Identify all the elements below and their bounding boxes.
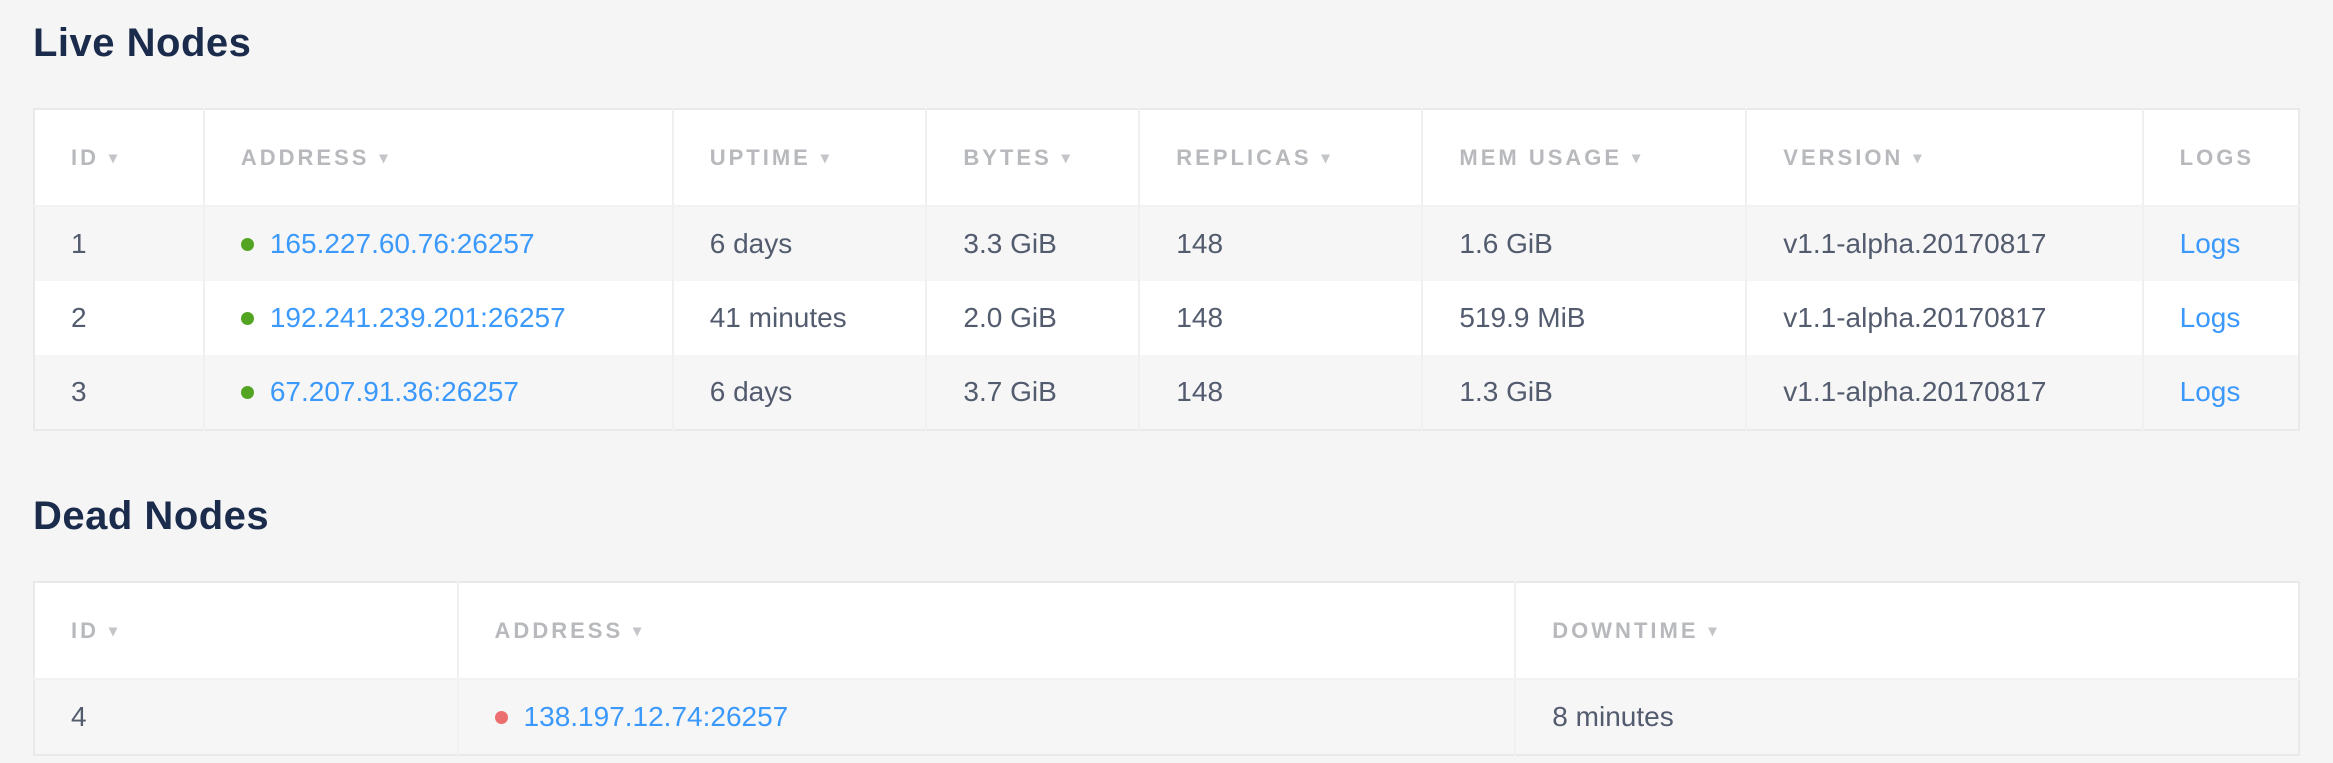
cell-downtime: 8 minutes — [1515, 679, 2299, 755]
live-status-dot-icon — [240, 238, 254, 251]
logs-link[interactable]: Logs — [2179, 302, 2241, 333]
cell-id: 4 — [34, 679, 459, 755]
sort-arrow-icon: ▾ — [1061, 149, 1073, 167]
sort-arrow-icon: ▾ — [633, 622, 645, 640]
column-label: DOWNTIME — [1552, 617, 1699, 643]
column-label: LOGS — [2179, 144, 2254, 170]
sort-arrow-icon: ▾ — [379, 149, 391, 167]
table-row: 3 67.207.91.36:26257 6 days 3.7 GiB 148 1.3 G… — [34, 355, 2299, 430]
table-row: 4 138.197.12.74:26257 8 minutes — [34, 679, 2299, 755]
column-label: VERSION — [1783, 144, 1904, 170]
cell-address: 165.227.60.76:26257 — [203, 206, 674, 281]
column-header-replicas[interactable]: REPLICAS ▾ — [1139, 109, 1424, 207]
cell-id: 1 — [34, 206, 205, 281]
cell-uptime: 6 days — [672, 355, 928, 430]
cell-id: 3 — [34, 355, 205, 430]
sort-arrow-icon: ▾ — [109, 622, 121, 640]
column-header-downtime[interactable]: DOWNTIME ▾ — [1515, 582, 2299, 680]
table-row: 1 165.227.60.76:26257 6 days 3.3 GiB 148 1.6 … — [34, 206, 2299, 281]
column-label: MEM USAGE — [1459, 144, 1623, 170]
cell-address: 138.197.12.74:26257 — [457, 679, 1517, 755]
live-nodes-title: Live Nodes — [33, 21, 252, 65]
dead-nodes-table: ID ▾ ADDRESS ▾ DOWNTIME ▾ 4 138.197.12.74:26257… — [33, 581, 2300, 756]
column-header-bytes[interactable]: BYTES ▾ — [926, 109, 1141, 207]
column-label: ADDRESS — [494, 617, 624, 643]
cell-version: v1.1-alpha.20170817 — [1746, 281, 2144, 355]
header-row: ID ▾ ADDRESS ▾ UPTIME ▾ BYTES ▾ REPLICAS ▾ MEM USA… — [34, 109, 2299, 207]
column-header-version[interactable]: VERSION ▾ — [1746, 109, 2144, 207]
column-label: ID — [71, 144, 99, 170]
node-address-link[interactable]: 67.207.91.36:26257 — [269, 376, 519, 407]
column-header-id[interactable]: ID ▾ — [34, 109, 205, 207]
column-header-uptime[interactable]: UPTIME ▾ — [672, 109, 928, 207]
live-status-dot-icon — [240, 312, 254, 325]
column-header-address[interactable]: ADDRESS ▾ — [203, 109, 674, 207]
dead-nodes-title: Dead Nodes — [33, 494, 270, 538]
cell-replicas: 148 — [1139, 206, 1424, 281]
cell-mem_usage: 1.6 GiB — [1422, 206, 1748, 281]
column-label: ID — [71, 617, 99, 643]
dead-status-dot-icon — [494, 711, 508, 724]
column-header-mem_usage[interactable]: MEM USAGE ▾ — [1422, 109, 1748, 207]
sort-arrow-icon: ▾ — [1632, 149, 1644, 167]
cell-replicas: 148 — [1139, 281, 1424, 355]
column-header-id[interactable]: ID ▾ — [34, 582, 459, 680]
logs-link[interactable]: Logs — [2179, 376, 2241, 407]
cell-uptime: 41 minutes — [672, 281, 928, 355]
sort-arrow-icon: ▾ — [1913, 149, 1925, 167]
sort-arrow-icon: ▾ — [820, 149, 832, 167]
cell-bytes: 3.3 GiB — [926, 206, 1141, 281]
node-address-link[interactable]: 192.241.239.201:26257 — [269, 302, 566, 333]
node-address-link[interactable]: 138.197.12.74:26257 — [523, 701, 789, 732]
column-label: REPLICAS — [1176, 144, 1312, 170]
cell-bytes: 2.0 GiB — [926, 281, 1141, 355]
cell-mem_usage: 519.9 MiB — [1422, 281, 1748, 355]
cell-address: 67.207.91.36:26257 — [203, 355, 674, 430]
cell-uptime: 6 days — [672, 206, 928, 281]
header-row: ID ▾ ADDRESS ▾ DOWNTIME ▾ — [34, 582, 2299, 680]
cell-bytes: 3.7 GiB — [926, 355, 1141, 430]
node-address-link[interactable]: 165.227.60.76:26257 — [269, 228, 535, 259]
column-header-logs: LOGS — [2142, 109, 2299, 207]
cell-logs: Logs — [2142, 355, 2299, 430]
column-header-address[interactable]: ADDRESS ▾ — [457, 582, 1517, 680]
cell-logs: Logs — [2142, 281, 2299, 355]
column-label: UPTIME — [709, 144, 811, 170]
cell-logs: Logs — [2142, 206, 2299, 281]
logs-link[interactable]: Logs — [2179, 228, 2241, 259]
sort-arrow-icon: ▾ — [109, 149, 121, 167]
cell-version: v1.1-alpha.20170817 — [1746, 206, 2144, 281]
cell-version: v1.1-alpha.20170817 — [1746, 355, 2144, 430]
live-nodes-section: Live Nodes ID ▾ ADDRESS ▾ UPTIME ▾ BYTES ▾ REPLI… — [33, 0, 2300, 431]
column-label: ADDRESS — [240, 144, 370, 170]
sort-arrow-icon: ▾ — [1708, 622, 1720, 640]
sort-arrow-icon: ▾ — [1321, 149, 1333, 167]
cell-address: 192.241.239.201:26257 — [203, 281, 674, 355]
table-row: 2 192.241.239.201:26257 41 minutes 2.0 GiB 1… — [34, 281, 2299, 355]
dead-nodes-section: Dead Nodes ID ▾ ADDRESS ▾ DOWNTIME ▾ 4 138.197.… — [33, 493, 2300, 756]
live-status-dot-icon — [240, 386, 254, 399]
cell-mem_usage: 1.3 GiB — [1422, 355, 1748, 430]
cell-id: 2 — [34, 281, 205, 355]
column-label: BYTES — [963, 144, 1052, 170]
live-nodes-table: ID ▾ ADDRESS ▾ UPTIME ▾ BYTES ▾ REPLICAS ▾ MEM USA… — [33, 108, 2300, 431]
cell-replicas: 148 — [1139, 355, 1424, 430]
